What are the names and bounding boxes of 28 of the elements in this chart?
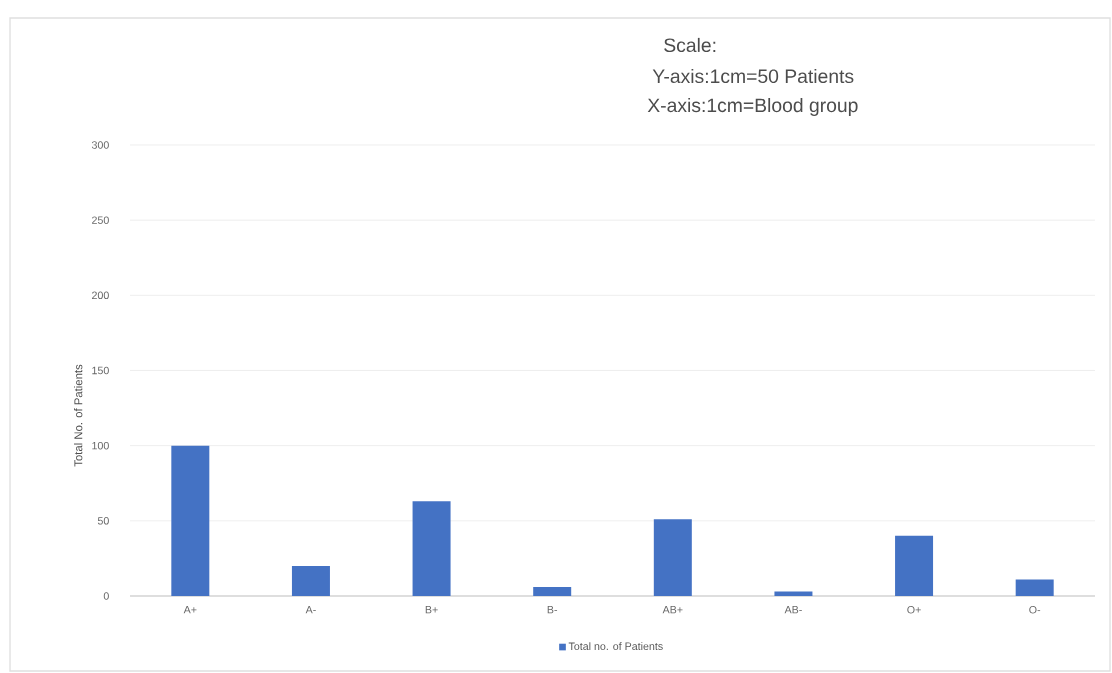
y-tick-label: 300 (91, 141, 109, 149)
bar (412, 501, 451, 596)
y-tick-label: 200 (92, 291, 109, 300)
y-tick-label: 50 (97, 517, 109, 525)
legend-label: Total no. of Patients (568, 642, 663, 651)
bar (895, 535, 934, 596)
y-tick-label: 0 (103, 592, 109, 600)
text: Y-axis:1cm=50 Patients (652, 68, 854, 84)
bar (171, 445, 210, 596)
x-tick-label: AB+ (662, 606, 683, 614)
x-tick-label: A- (305, 606, 316, 614)
x-tick-label: O+ (907, 606, 921, 614)
x-tick-label: A+ (183, 606, 197, 614)
text: X-axis:1cm=Blood group (647, 97, 858, 116)
y-tick-label: 250 (92, 216, 109, 224)
bar (533, 586, 572, 596)
text: Scale: (664, 37, 716, 53)
bar (653, 519, 692, 596)
bar (291, 565, 330, 596)
x-tick-label: AB- (784, 606, 802, 614)
bar (774, 591, 813, 596)
x-tick-label: B+ (425, 606, 438, 614)
x-tick-label: B- (547, 606, 558, 614)
y-tick-label: 150 (92, 366, 109, 375)
y-tick-label: 100 (92, 441, 109, 450)
bar (1015, 579, 1054, 596)
x-tick-label: O- (1029, 606, 1041, 614)
y-axis-title: Total No. of Patients (74, 364, 83, 467)
